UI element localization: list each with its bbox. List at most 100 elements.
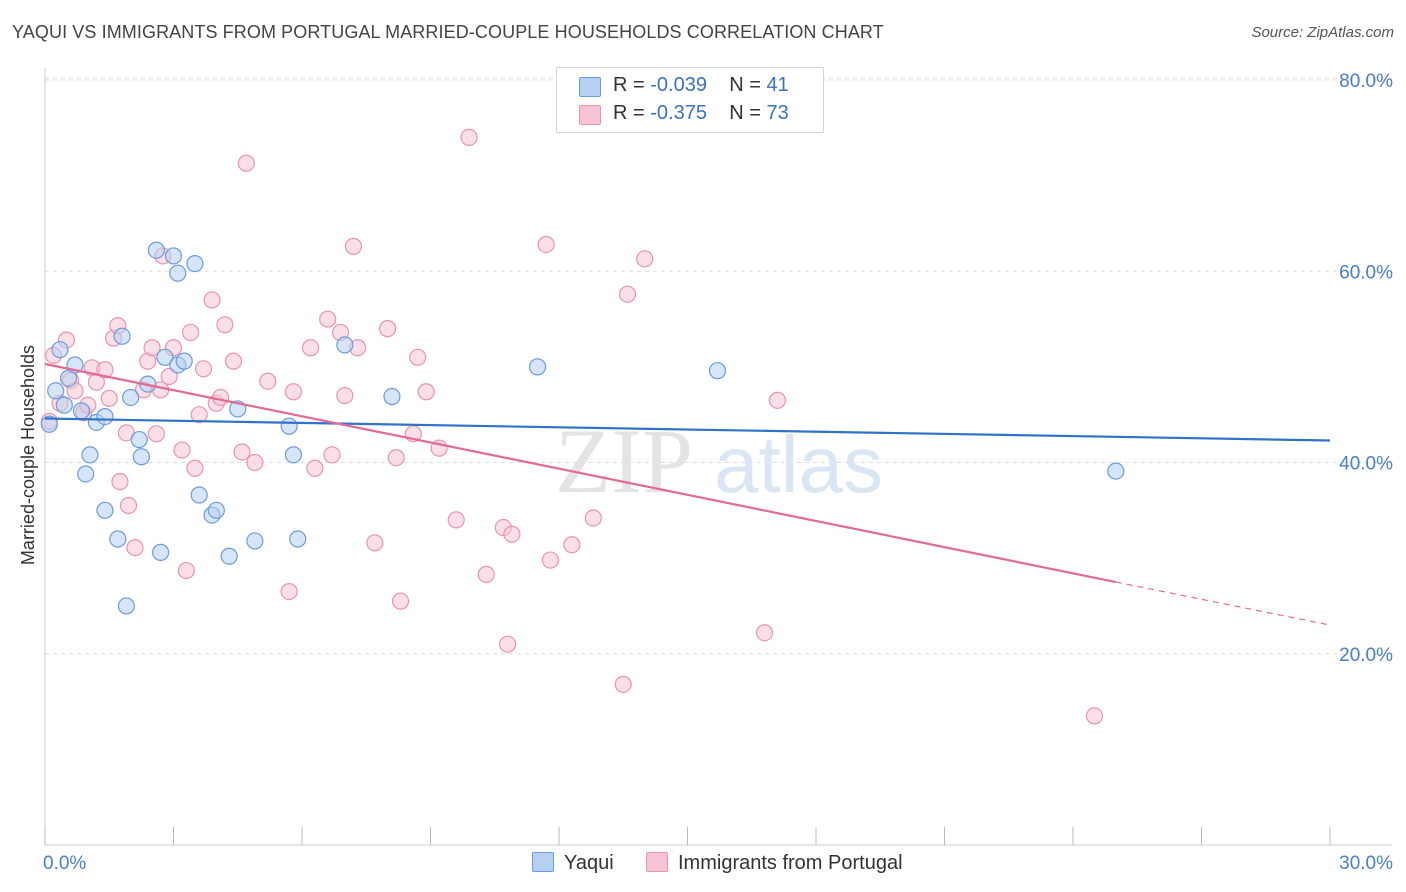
y-tick-label: 20.0% (1339, 645, 1393, 666)
portugal-point (768, 391, 787, 409)
legend-n-value-yaqui: 41 (766, 74, 789, 96)
yaqui-point (77, 465, 95, 483)
yaqui-point (280, 417, 298, 435)
legend-n-label: N = (729, 102, 761, 124)
portugal-point (306, 459, 324, 477)
portugal-point (366, 534, 384, 552)
yaqui-point (122, 388, 140, 407)
yaqui-point (175, 352, 193, 370)
portugal-point (111, 473, 129, 491)
y-tick-labels: 20.0% 40.0% 60.0% 80.0% (1339, 71, 1393, 666)
legend-r-value-yaqui: -0.039 (650, 74, 707, 96)
portugal-point (409, 348, 427, 366)
bottom-legend-label-portugal: Immigrants from Portugal (678, 852, 903, 874)
portugal-point (618, 285, 637, 303)
legend: R = -0.039 N = 41 R = -0.375 N = 73 (556, 67, 824, 133)
legend-swatch-yaqui (579, 77, 601, 97)
yaqui-point (284, 446, 303, 464)
yaqui-point (708, 362, 727, 380)
yaqui-point (1107, 462, 1125, 480)
yaqui-point (169, 264, 187, 282)
yaqui-point (130, 430, 148, 449)
portugal-point (147, 425, 165, 443)
yaqui-point (55, 396, 73, 414)
chart-title: YAQUI VS IMMIGRANTS FROM PORTUGAL MARRIE… (12, 22, 884, 42)
portugal-point (477, 565, 495, 583)
portugal-point (216, 316, 234, 334)
yaqui-point (132, 448, 150, 466)
axes (44, 68, 1392, 846)
portugal-point (212, 388, 230, 407)
portugal-point (379, 320, 397, 338)
y-tick-label: 80.0% (1339, 71, 1393, 92)
portugal-point (284, 383, 303, 401)
yaqui-point (117, 597, 135, 615)
yaqui-point (336, 336, 354, 354)
portugal-point (126, 539, 144, 557)
portugal-point (614, 675, 632, 693)
legend-row-yaqui: R = -0.039 N = 41 (557, 71, 817, 101)
portugal-point (182, 323, 200, 342)
portugal-point (96, 361, 114, 379)
portugal-point (584, 509, 602, 527)
trend-line-yaqui (44, 417, 1331, 442)
yaqui-point (190, 486, 208, 504)
portugal-point (224, 352, 243, 370)
y-tick-label: 60.0% (1339, 262, 1393, 283)
yaqui-point (186, 255, 204, 273)
legend-n-value-portugal: 73 (766, 102, 789, 124)
yaqui-point (72, 402, 91, 420)
portugal-point (173, 441, 191, 459)
yaqui-point (113, 327, 131, 345)
bottom-legend-yaqui: Yaqui (532, 852, 614, 875)
portugal-point (233, 443, 251, 461)
portugal-point (100, 389, 118, 408)
yaqui-point (96, 501, 114, 519)
portugal-point (280, 582, 298, 601)
legend-r-label: R = (613, 102, 645, 124)
yaqui-point (383, 387, 401, 406)
x-tick-label: 30.0% (1339, 853, 1393, 874)
portugal-point (755, 624, 774, 642)
yaqui-point (47, 382, 65, 400)
portugal-point (503, 525, 521, 543)
portugal-point (460, 128, 478, 146)
y-axis-label: Married-couple Households (18, 345, 38, 565)
legend-r-label: R = (613, 74, 645, 96)
yaqui-point (81, 446, 99, 464)
portugal-point (246, 453, 264, 472)
x-tick-label: 0.0% (43, 853, 86, 874)
portugal-point (160, 367, 178, 386)
portugal-point (344, 237, 362, 255)
portugal-point (391, 592, 410, 610)
legend-r-value-portugal: -0.375 (650, 102, 707, 124)
portugal-point (194, 360, 213, 378)
bottom-legend-swatch-yaqui (532, 852, 554, 872)
bottom-legend-label-yaqui: Yaqui (564, 852, 614, 874)
portugal-point (563, 536, 581, 554)
trend-line-portugal-extension (1115, 581, 1331, 626)
portugal-point (143, 339, 161, 357)
yaqui-point (147, 241, 165, 259)
series-portugal-points (40, 128, 1104, 725)
portugal-point (447, 511, 465, 529)
yaqui-point (156, 348, 174, 366)
trend-lines (44, 362, 1331, 626)
source-attribution: Source: ZipAtlas.com (1251, 24, 1394, 41)
portugal-point (301, 339, 320, 357)
trend-line-portugal (44, 362, 1117, 584)
portugal-point (177, 561, 195, 580)
portugal-point (186, 459, 204, 477)
bottom-legend-swatch-portugal (646, 852, 668, 872)
watermark-zip: ZIP (555, 410, 693, 512)
portugal-point (537, 235, 555, 254)
yaqui-point (528, 358, 547, 376)
portugal-point (387, 449, 405, 467)
portugal-point (237, 154, 255, 172)
portugal-point (336, 386, 354, 405)
yaqui-point (220, 547, 238, 565)
yaqui-point (109, 530, 127, 548)
portugal-point (636, 250, 654, 268)
x-tick-labels: 0.0% 30.0% (43, 853, 1393, 874)
